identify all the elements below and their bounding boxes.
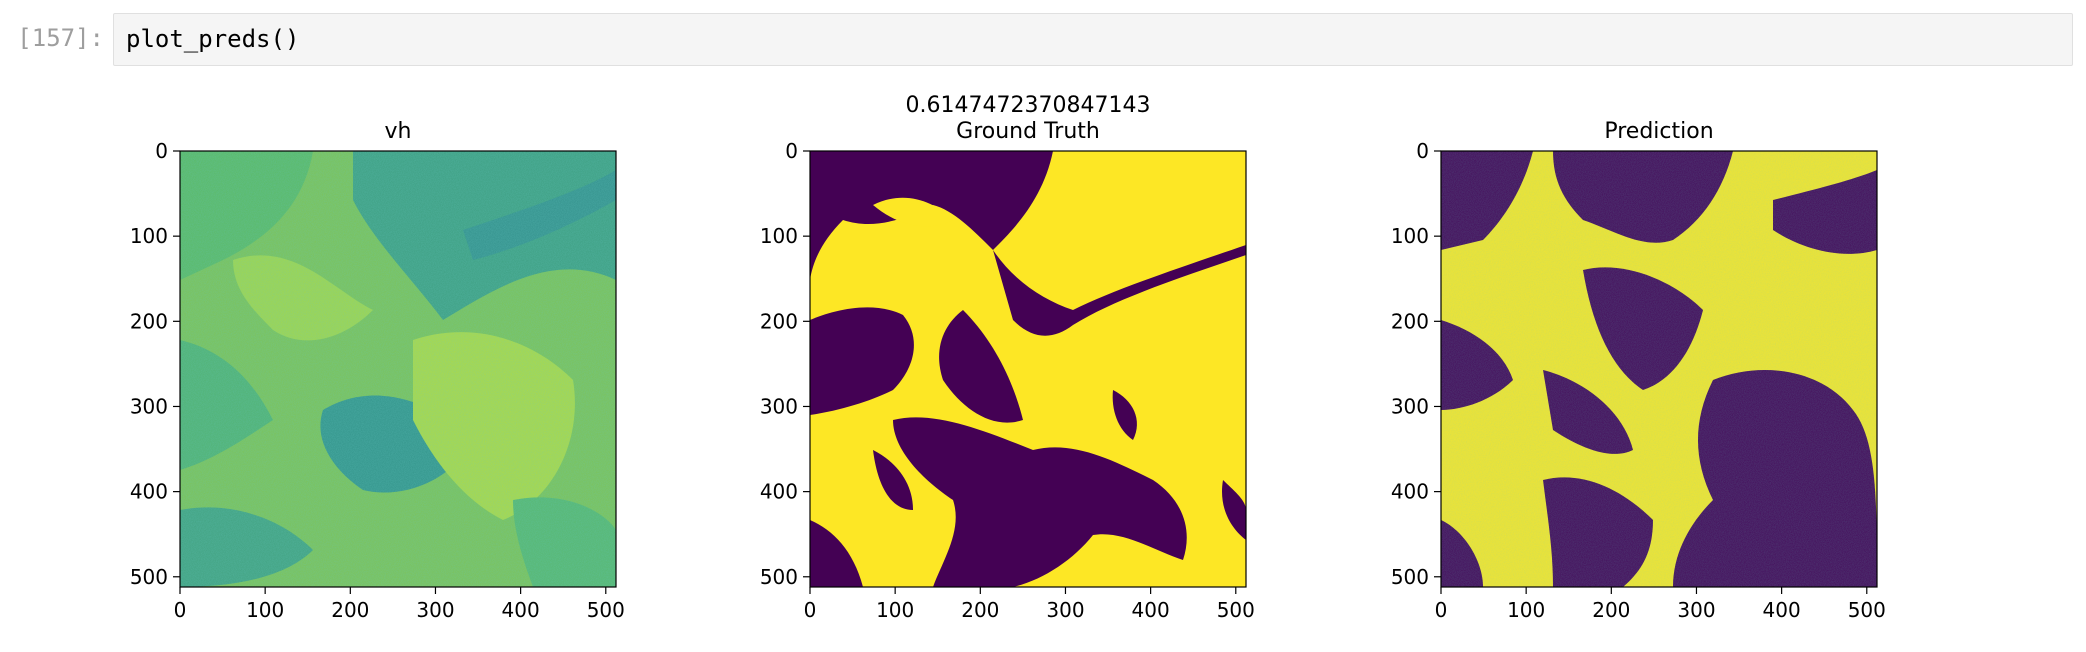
y-tick-label: 200 (130, 309, 168, 333)
x-tick-label: 500 (1848, 598, 1886, 622)
y-tick-label: 400 (760, 480, 798, 504)
figure: 0.6147472370847143 vh Ground Truth (130, 93, 1886, 622)
y-tick-label: 100 (1391, 224, 1429, 248)
panel-ground-truth: Ground Truth (809, 119, 1247, 588)
x-tick-label: 300 (1046, 598, 1084, 622)
x-tick-label: 0 (804, 598, 817, 622)
cell-output: 0.6147472370847143 vh Ground Truth (113, 80, 2073, 640)
x-tick-label: 500 (587, 598, 625, 622)
panel-title: Ground Truth (956, 119, 1100, 144)
cell-prompt: [157]: (17, 24, 104, 52)
x-tick-label: 500 (1217, 598, 1255, 622)
y-tick-label: 300 (1391, 394, 1429, 418)
x-tick-label: 200 (331, 598, 369, 622)
image-prediction (1441, 151, 1877, 587)
code-cell-input[interactable]: plot_preds() (113, 13, 2073, 66)
panel-title: Prediction (1604, 119, 1713, 144)
y-tick-label: 0 (1416, 139, 1429, 163)
figure-suptitle: 0.6147472370847143 (906, 93, 1151, 118)
y-tick-label: 0 (155, 139, 168, 163)
x-tick-label: 100 (876, 598, 914, 622)
panel-prediction: Prediction (1440, 119, 1878, 588)
panel-title: vh (385, 119, 412, 144)
x-tick-label: 100 (246, 598, 284, 622)
x-tick-label: 0 (174, 598, 187, 622)
x-tick-label: 200 (961, 598, 999, 622)
y-tick-label: 400 (130, 480, 168, 504)
image-ground-truth (810, 151, 1246, 587)
x-tick-label: 0 (1435, 598, 1448, 622)
y-tick-label: 200 (1391, 309, 1429, 333)
panel-vh: vh (179, 119, 617, 588)
y-tick-label: 500 (1391, 565, 1429, 589)
y-tick-label: 200 (760, 309, 798, 333)
x-tick-label: 300 (1677, 598, 1715, 622)
y-tick-label: 300 (130, 394, 168, 418)
code-text[interactable]: plot_preds() (126, 25, 300, 53)
image-vh (180, 151, 616, 587)
y-tick-label: 100 (130, 224, 168, 248)
y-tick-label: 500 (130, 565, 168, 589)
x-tick-label: 400 (502, 598, 540, 622)
x-tick-label: 200 (1592, 598, 1630, 622)
x-tick-label: 400 (1763, 598, 1801, 622)
x-tick-label: 400 (1132, 598, 1170, 622)
y-tick-label: 100 (760, 224, 798, 248)
y-tick-label: 400 (1391, 480, 1429, 504)
y-tick-label: 500 (760, 565, 798, 589)
x-tick-label: 300 (416, 598, 454, 622)
y-tick-label: 300 (760, 394, 798, 418)
y-tick-label: 0 (785, 139, 798, 163)
x-tick-label: 100 (1507, 598, 1545, 622)
